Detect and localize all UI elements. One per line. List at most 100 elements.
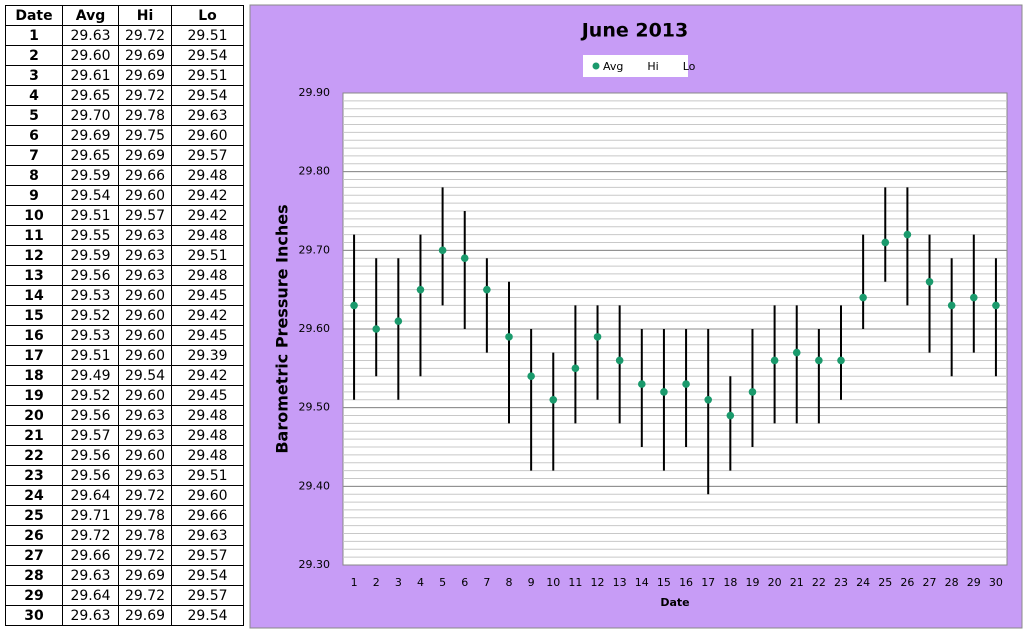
table-cell: 29.51 [171, 25, 244, 46]
avg-point [770, 356, 779, 365]
table-cell: 29.66 [62, 545, 119, 566]
avg-point [748, 388, 757, 396]
table-cell: 29.63 [62, 605, 119, 626]
table-cell: 10 [5, 205, 63, 226]
table-cell: 29.56 [62, 465, 119, 486]
table-cell: 5 [5, 105, 63, 126]
table-cell: 29.48 [171, 265, 244, 286]
table-cell: 22 [5, 445, 63, 466]
legend-label: Avg [603, 60, 623, 73]
table-cell: 29.52 [62, 385, 119, 406]
avg-point [947, 301, 956, 310]
x-tick-label: 1 [351, 576, 358, 589]
table-cell: 2 [5, 45, 63, 66]
data-table: Date Avg Hi Lo 1 29.63 29.72 29.51 2 29.60 29.69 2… [5, 5, 244, 626]
avg-point [505, 333, 513, 341]
table-cell: 11 [5, 225, 63, 246]
table-row: 12 29.59 29.63 29.51 [5, 245, 244, 266]
x-tick-label: 23 [834, 576, 848, 589]
table-cell: 18 [5, 365, 63, 386]
table-cell: 29.45 [171, 325, 244, 346]
table-cell: 29.42 [171, 185, 244, 206]
x-tick-label: 11 [568, 576, 582, 589]
table-cell: 29.48 [171, 425, 244, 446]
table-row: 25 29.71 29.78 29.66 [5, 505, 244, 526]
avg-point [615, 356, 624, 365]
table-cell: 29.78 [118, 105, 172, 126]
table-row: 14 29.53 29.60 29.45 [5, 285, 244, 306]
y-axis-label: Barometric Pressure Inches [273, 204, 292, 453]
avg-point [704, 396, 712, 404]
avg-point [460, 254, 469, 262]
table-cell: 29.56 [62, 265, 119, 286]
table-cell: 29.63 [118, 405, 172, 426]
y-tick-label: 29.50 [299, 401, 331, 414]
table-cell: 29.45 [171, 285, 244, 306]
column-header: Hi [118, 5, 172, 26]
y-tick-label: 29.80 [299, 165, 331, 178]
chart-area [249, 4, 1023, 629]
table-cell: 29.72 [118, 585, 172, 606]
table-cell: 14 [5, 285, 63, 306]
x-tick-label: 28 [945, 576, 959, 589]
x-tick-label: 8 [506, 576, 513, 589]
table-cell: 29.72 [118, 485, 172, 506]
table-row: 20 29.56 29.63 29.48 [5, 405, 244, 426]
avg-point [925, 278, 934, 286]
x-tick-label: 7 [483, 576, 490, 589]
table-cell: 29.56 [62, 445, 119, 466]
column-header: Avg [62, 5, 119, 26]
table-cell: 29.56 [62, 405, 119, 426]
table-cell: 29.63 [118, 245, 172, 266]
table-cell: 30 [5, 605, 63, 626]
x-tick-label: 3 [395, 576, 402, 589]
x-tick-label: 16 [679, 576, 693, 589]
x-tick-label: 12 [591, 576, 605, 589]
table-cell: 29.48 [171, 405, 244, 426]
table-row: 22 29.56 29.60 29.48 [5, 445, 244, 466]
table-cell: 29.72 [118, 85, 172, 106]
avg-point [970, 293, 978, 302]
table-row: 18 29.49 29.54 29.42 [5, 365, 244, 386]
table-row: 19 29.52 29.60 29.45 [5, 385, 244, 406]
avg-point [549, 396, 558, 404]
table-cell: 26 [5, 525, 63, 546]
x-tick-label: 2 [373, 576, 380, 589]
table-cell: 29.42 [171, 365, 244, 386]
x-tick-label: 10 [546, 576, 560, 589]
table-row: 24 29.64 29.72 29.60 [5, 485, 244, 506]
table-cell: 29.69 [118, 65, 172, 86]
table-cell: 24 [5, 485, 63, 506]
table-cell: 28 [5, 565, 63, 586]
avg-point [394, 317, 403, 325]
table-cell: 20 [5, 405, 63, 426]
table-cell: 29.63 [118, 425, 172, 446]
table-cell: 29.60 [171, 485, 244, 506]
table-cell: 29.65 [62, 85, 119, 106]
table-cell: 29.63 [118, 265, 172, 286]
y-tick-label: 29.40 [299, 479, 331, 492]
table-cell: 29.60 [118, 385, 172, 406]
table-row: 10 29.51 29.57 29.42 [5, 205, 244, 226]
chart-title: June 2013 [580, 20, 689, 42]
table-cell: 29.54 [171, 45, 244, 66]
x-tick-label: 14 [635, 576, 649, 589]
table-cell: 29 [5, 585, 63, 606]
table-cell: 29.69 [118, 605, 172, 626]
table-cell: 29.51 [62, 345, 119, 366]
table-cell: 29.60 [118, 285, 172, 306]
table-cell: 29.60 [118, 345, 172, 366]
table-cell: 19 [5, 385, 63, 406]
table-cell: 29.65 [62, 145, 119, 166]
table-row: 6 29.69 29.75 29.60 [5, 125, 244, 146]
table-cell: 29.63 [171, 105, 244, 126]
table-cell: 29.52 [62, 305, 119, 326]
table-cell: 29.54 [62, 185, 119, 206]
table-row: 29 29.64 29.72 29.57 [5, 585, 244, 606]
x-tick-label: 20 [768, 576, 782, 589]
table-cell: 17 [5, 345, 63, 366]
table-row: 3 29.61 29.69 29.51 [5, 65, 244, 86]
table-cell: 13 [5, 265, 63, 286]
table-cell: 29.59 [62, 165, 119, 186]
